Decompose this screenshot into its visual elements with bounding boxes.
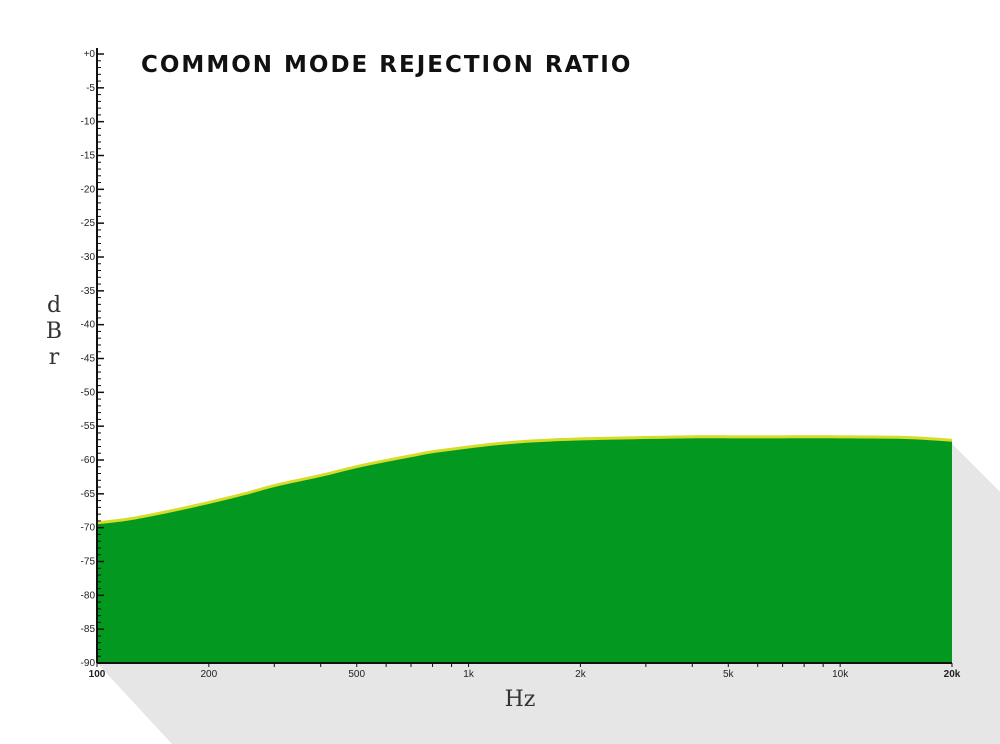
chart-title: COMMON MODE REJECTION RATIO: [141, 52, 632, 78]
x-axis-title: Hz: [505, 687, 536, 712]
y-tick-label: -85: [81, 624, 96, 635]
y-tick-label: -20: [81, 184, 96, 195]
y-axis-title: dBr: [46, 293, 62, 370]
label-layer: +0 -5 -10 -15 -20 -25 -30 -35 -40 -45 -50 -55 -60 -65…: [81, 49, 961, 680]
y-axis-title-letter: B: [46, 319, 62, 344]
y-tick-label: -35: [81, 286, 96, 297]
y-tick-label: -45: [81, 354, 96, 365]
x-tick-label: 5k: [723, 669, 735, 680]
y-tick-label: -25: [81, 218, 96, 229]
x-tick-label: 100: [89, 669, 106, 680]
x-tick-label: 10k: [832, 669, 849, 680]
cmrr-area-series: [97, 438, 952, 663]
y-tick-label: -10: [81, 117, 96, 128]
y-axis-title-letter: d: [47, 293, 61, 318]
y-tick-label: -60: [81, 455, 96, 466]
y-tick-label: -30: [81, 252, 96, 263]
y-tick-label: -40: [81, 320, 96, 331]
y-tick-label: -50: [81, 387, 96, 398]
x-tick-label: 200: [201, 669, 218, 680]
shadow-layer: [97, 443, 1000, 744]
y-tick-label: -5: [86, 83, 95, 94]
area-layer: [97, 435, 952, 663]
y-tick-label: -70: [81, 523, 96, 534]
y-tick-label: -55: [81, 421, 96, 432]
y-tick-label: -65: [81, 489, 96, 500]
axis-layer: [96, 48, 953, 667]
y-axis-title-letter: r: [49, 345, 60, 370]
y-tick-label: -75: [81, 557, 96, 568]
x-tick-label: 500: [348, 669, 365, 680]
x-tick-label: 2k: [575, 669, 587, 680]
chart-drop-shadow: [97, 443, 1000, 744]
y-tick-label: -90: [81, 658, 96, 669]
y-tick-label: +0: [84, 49, 96, 60]
y-tick-label: -80: [81, 590, 96, 601]
x-tick-label: 1k: [463, 669, 475, 680]
y-tick-label: -15: [81, 151, 96, 162]
x-tick-label: 20k: [944, 669, 961, 680]
